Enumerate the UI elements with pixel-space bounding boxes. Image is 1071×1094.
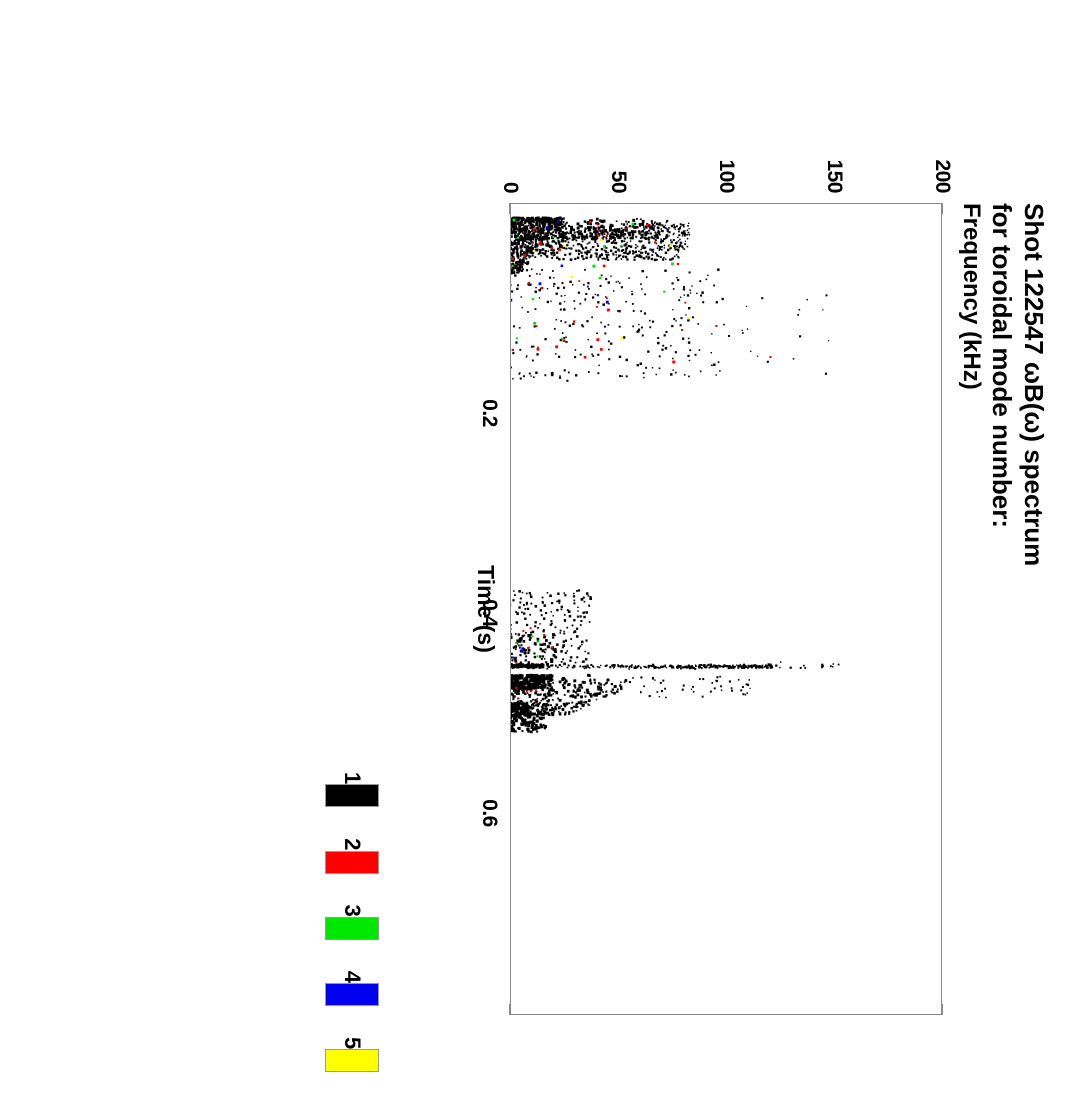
y-axis-tick-label: 50 [606,171,630,193]
x-axis-tick-label: 0.6 [477,799,501,827]
legend-color-swatch [325,983,379,1006]
x-axis-tick-label: 0.2 [477,399,501,427]
legend-color-swatch [325,784,379,807]
legend-entry: 1 [325,763,379,807]
legend-color-swatch [325,917,379,940]
legend-label: 4 [339,971,365,983]
spectrum-figure: Shot 122547 ωB(ω) spectrum for toroidal … [0,0,1071,1071]
y-axis-tick-label: 150 [822,159,846,193]
y-axis-title: Frequency (kHz) [957,203,985,390]
y-axis-tick-label: 0 [498,182,522,193]
legend-color-swatch [325,851,379,874]
legend-entry: 4 [325,962,379,1006]
legend-entry: 2 [325,829,379,873]
figure-canvas: Shot 122547 ωB(ω) spectrum for toroidal … [0,0,1071,1071]
figure-rotation-wrapper: Shot 122547 ωB(ω) spectrum for toroidal … [0,0,1071,1071]
y-axis-tick-label: 200 [930,159,954,193]
scatter-points [510,204,941,1015]
legend-entries: 1 2 3 4 5 [325,763,379,1094]
legend-label: 3 [339,905,365,917]
legend-entry: 5 [325,1028,379,1072]
x-axis-tick-label: 0.4 [477,599,501,627]
legend-label: 2 [339,838,365,850]
figure-title-block: Shot 122547 ωB(ω) spectrum for toroidal … [986,203,1049,1015]
figure-subtitle: for toroidal mode number: [986,203,1018,1015]
y-axis-tick-label: 100 [714,159,738,193]
legend-label: 5 [339,1037,365,1049]
legend-label: 1 [339,772,365,784]
legend-color-swatch [325,1049,379,1072]
plot-area [510,203,942,1015]
legend-entry: 3 [325,896,379,940]
figure-title: Shot 122547 ωB(ω) spectrum [1017,203,1049,1015]
